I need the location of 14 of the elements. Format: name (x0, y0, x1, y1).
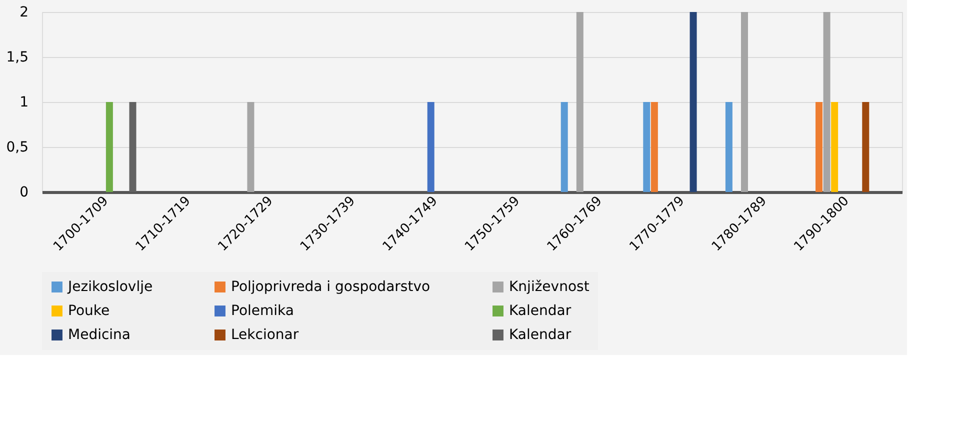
y-tick-label: 0 (20, 184, 28, 200)
legend-label: Poljoprivreda i gospodarstvo (231, 279, 430, 295)
legend-label: Književnost (509, 279, 590, 295)
legend-label: Medicina (68, 327, 131, 343)
legend-label: Pouke (68, 303, 110, 319)
legend-label: Jezikoslovlje (67, 279, 153, 295)
legend-label: Polemika (231, 303, 294, 319)
legend-label: Lekcionar (231, 327, 299, 343)
y-tick-label: 2 (20, 4, 28, 20)
y-tick-label: 0,5 (6, 140, 28, 156)
y-tick-label: 1 (20, 94, 28, 110)
legend-label: Kalendar (509, 327, 572, 343)
legend-label: Kalendar (509, 303, 572, 319)
y-tick-label: 1,5 (6, 50, 28, 66)
